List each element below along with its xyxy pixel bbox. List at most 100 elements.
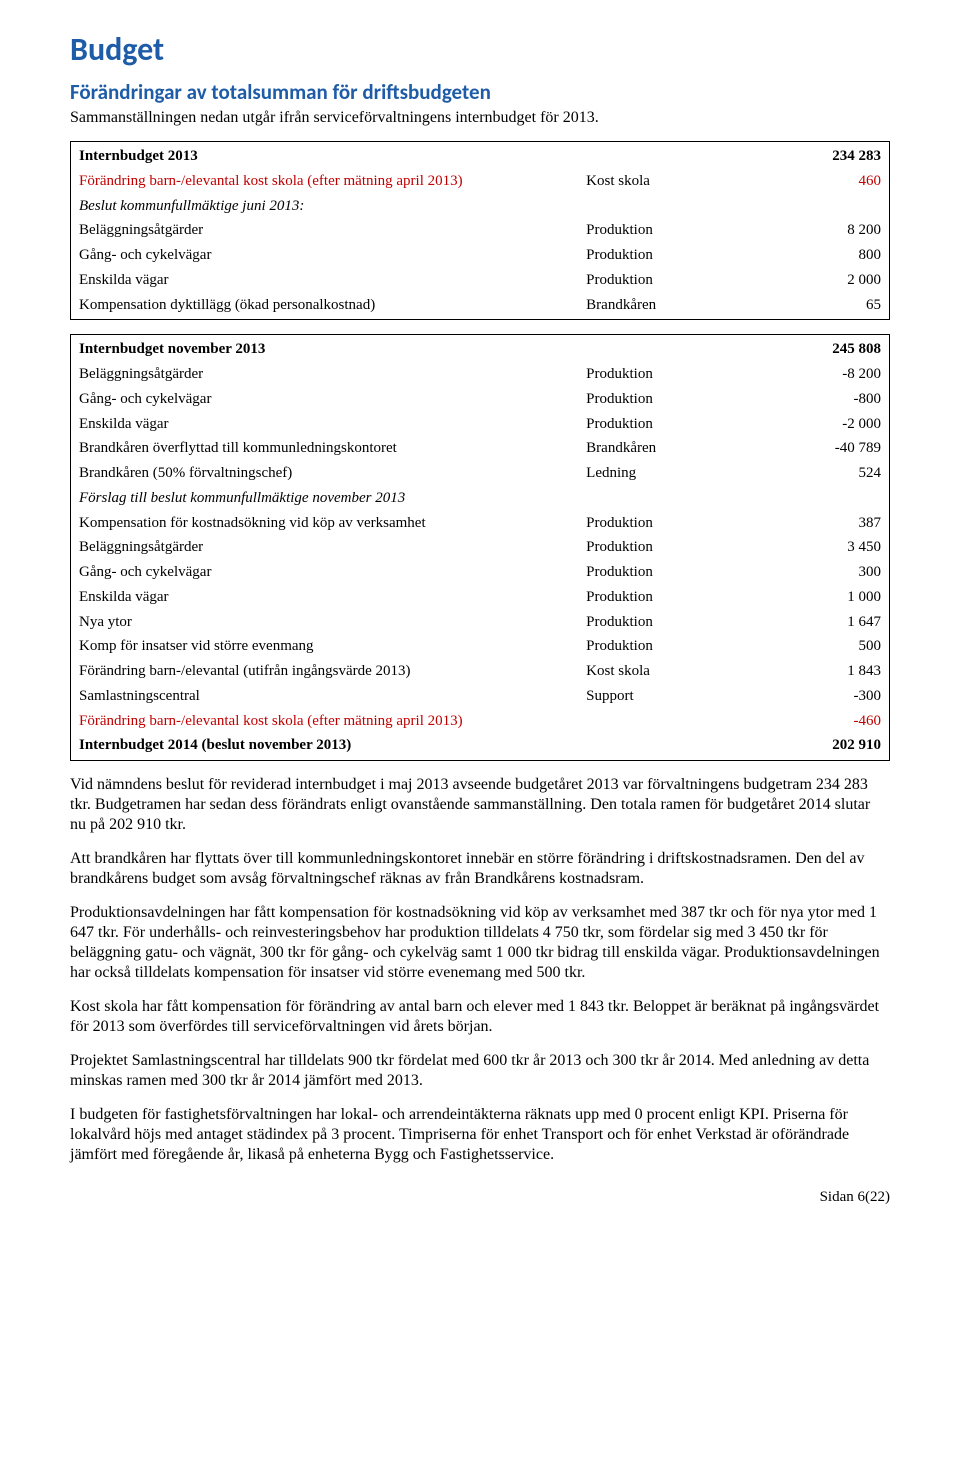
- row-description: Internbudget november 2013: [71, 337, 578, 362]
- budget-table-1: Internbudget 2013234 283Förändring barn-…: [70, 141, 890, 320]
- row-value: 800: [742, 243, 889, 268]
- row-value: 65: [742, 293, 889, 318]
- row-value: [742, 486, 889, 511]
- row-value: -300: [742, 684, 889, 709]
- table-row: BeläggningsåtgärderProduktion8 200: [71, 218, 889, 243]
- budget-table-2: Internbudget november 2013245 808Beläggn…: [70, 334, 890, 761]
- row-description: Beläggningsåtgärder: [71, 362, 578, 387]
- body-paragraph: Vid nämndens beslut för reviderad intern…: [70, 775, 890, 835]
- table-row: BeläggningsåtgärderProduktion3 450: [71, 535, 889, 560]
- row-value: 524: [742, 461, 889, 486]
- body-paragraph: Projektet Samlastningscentral har tillde…: [70, 1051, 890, 1091]
- row-value: -800: [742, 387, 889, 412]
- table-row: Brandkåren (50% förvaltningschef)Ledning…: [71, 461, 889, 486]
- table-row: Förslag till beslut kommunfullmäktige no…: [71, 486, 889, 511]
- row-description: Brandkåren överflyttad till kommunlednin…: [71, 436, 578, 461]
- table-row: Enskilda vägarProduktion-2 000: [71, 412, 889, 437]
- table-row: Beslut kommunfullmäktige juni 2013:: [71, 194, 889, 219]
- row-value: 387: [742, 511, 889, 536]
- row-value: 1 647: [742, 610, 889, 635]
- body-paragraph: I budgeten för fastighetsförvaltningen h…: [70, 1105, 890, 1165]
- row-description: Förändring barn-/elevantal (utifrån ingå…: [71, 659, 578, 684]
- row-category: Support: [578, 684, 742, 709]
- document-page: Budget Förändringar av totalsumman för d…: [0, 0, 960, 1246]
- row-category: Ledning: [578, 461, 742, 486]
- table-row: Förändring barn-/elevantal kost skola (e…: [71, 169, 889, 194]
- table-row: Komp för insatser vid större evenmangPro…: [71, 634, 889, 659]
- row-category: Produktion: [578, 412, 742, 437]
- row-description: Kompensation dyktillägg (ökad personalko…: [71, 293, 578, 318]
- row-category: Produktion: [578, 387, 742, 412]
- row-description: Komp för insatser vid större evenmang: [71, 634, 578, 659]
- row-value: 1 843: [742, 659, 889, 684]
- row-category: [578, 709, 742, 734]
- row-value: -460: [742, 709, 889, 734]
- table-row: Gång- och cykelvägarProduktion800: [71, 243, 889, 268]
- row-category: [578, 486, 742, 511]
- row-description: Enskilda vägar: [71, 268, 578, 293]
- row-value: 1 000: [742, 585, 889, 610]
- row-value: 2 000: [742, 268, 889, 293]
- body-paragraph: Att brandkåren har flyttats över till ko…: [70, 849, 890, 889]
- body-paragraph: Produktionsavdelningen har fått kompensa…: [70, 903, 890, 983]
- row-description: Förändring barn-/elevantal kost skola (e…: [71, 169, 578, 194]
- row-category: [578, 194, 742, 219]
- page-footer: Sidan 6(22): [70, 1189, 890, 1206]
- row-category: Brandkåren: [578, 293, 742, 318]
- table-row: BeläggningsåtgärderProduktion-8 200: [71, 362, 889, 387]
- page-subtitle: Förändringar av totalsumman för driftsbu…: [70, 79, 890, 105]
- table-row: Gång- och cykelvägarProduktion-800: [71, 387, 889, 412]
- row-value: 460: [742, 169, 889, 194]
- table-row: Internbudget 2014 (beslut november 2013)…: [71, 733, 889, 758]
- row-description: Kompensation för kostnadsökning vid köp …: [71, 511, 578, 536]
- row-description: Brandkåren (50% förvaltningschef): [71, 461, 578, 486]
- row-value: -8 200: [742, 362, 889, 387]
- row-description: Enskilda vägar: [71, 585, 578, 610]
- row-description: Samlastningscentral: [71, 684, 578, 709]
- row-description: Förändring barn-/elevantal kost skola (e…: [71, 709, 578, 734]
- table-row: SamlastningscentralSupport-300: [71, 684, 889, 709]
- row-description: Internbudget 2014 (beslut november 2013): [71, 733, 578, 758]
- row-description: Beslut kommunfullmäktige juni 2013:: [71, 194, 578, 219]
- body-paragraph: Kost skola har fått kompensation för för…: [70, 997, 890, 1037]
- row-category: Produktion: [578, 268, 742, 293]
- row-category: Produktion: [578, 610, 742, 635]
- table-row: Enskilda vägarProduktion1 000: [71, 585, 889, 610]
- row-description: Gång- och cykelvägar: [71, 243, 578, 268]
- row-value: 202 910: [742, 733, 889, 758]
- row-value: 234 283: [742, 144, 889, 169]
- table-row: Nya ytorProduktion1 647: [71, 610, 889, 635]
- row-category: [578, 337, 742, 362]
- table-row: Internbudget 2013234 283: [71, 144, 889, 169]
- row-category: [578, 144, 742, 169]
- row-category: Kost skola: [578, 169, 742, 194]
- table-row: Kompensation dyktillägg (ökad personalko…: [71, 293, 889, 318]
- page-title: Budget: [70, 30, 890, 69]
- table-row: Gång- och cykelvägarProduktion300: [71, 560, 889, 585]
- table-row: Internbudget november 2013245 808: [71, 337, 889, 362]
- table-row: Förändring barn-/elevantal (utifrån ingå…: [71, 659, 889, 684]
- row-description: Gång- och cykelvägar: [71, 560, 578, 585]
- table-row: Enskilda vägarProduktion2 000: [71, 268, 889, 293]
- table-row: Brandkåren överflyttad till kommunlednin…: [71, 436, 889, 461]
- row-value: -40 789: [742, 436, 889, 461]
- row-description: Beläggningsåtgärder: [71, 535, 578, 560]
- row-category: Produktion: [578, 218, 742, 243]
- row-value: 300: [742, 560, 889, 585]
- row-category: Produktion: [578, 560, 742, 585]
- row-value: -2 000: [742, 412, 889, 437]
- row-category: Kost skola: [578, 659, 742, 684]
- row-description: Gång- och cykelvägar: [71, 387, 578, 412]
- row-category: Brandkåren: [578, 436, 742, 461]
- row-value: 8 200: [742, 218, 889, 243]
- row-category: Produktion: [578, 362, 742, 387]
- row-description: Nya ytor: [71, 610, 578, 635]
- row-value: 3 450: [742, 535, 889, 560]
- row-value: [742, 194, 889, 219]
- row-value: 500: [742, 634, 889, 659]
- row-category: Produktion: [578, 585, 742, 610]
- row-category: Produktion: [578, 634, 742, 659]
- row-category: [578, 733, 742, 758]
- row-description: Förslag till beslut kommunfullmäktige no…: [71, 486, 578, 511]
- row-category: Produktion: [578, 535, 742, 560]
